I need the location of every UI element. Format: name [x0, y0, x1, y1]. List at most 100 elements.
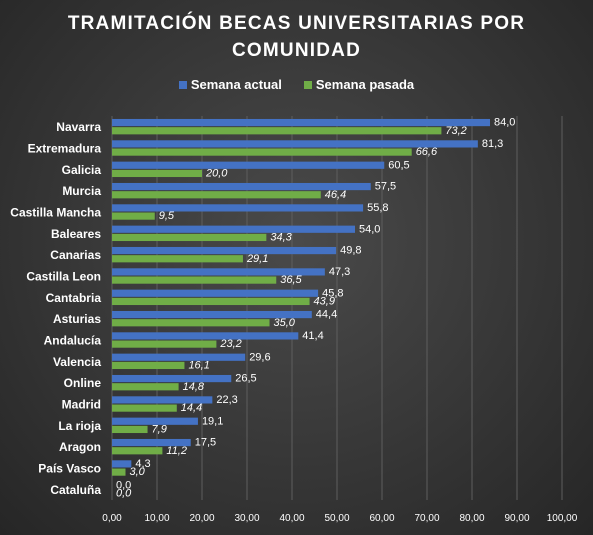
data-label-previous: 11,2	[166, 445, 187, 457]
bar-current	[112, 289, 319, 297]
bar-previous	[112, 319, 270, 327]
data-label-current: 4,3	[135, 458, 150, 470]
category-label: Castilla Mancha	[10, 206, 101, 220]
x-tick-label: 100,00	[547, 513, 578, 524]
bar-previous	[112, 297, 310, 306]
bar-current	[112, 140, 478, 148]
legend-item-current: Semana actual	[178, 77, 282, 92]
bar-previous	[112, 276, 277, 284]
x-tick-label: 90,00	[504, 513, 529, 524]
data-label-current: 84,0	[494, 117, 515, 129]
category-label: Valencia	[53, 355, 101, 369]
data-label-previous: 3,0	[130, 466, 146, 478]
category-label: Cantabria	[46, 291, 102, 305]
data-label-previous: 7,9	[152, 424, 167, 436]
data-label-current: 29,6	[249, 351, 270, 363]
bar-previous	[112, 255, 243, 263]
legend-swatch-current	[178, 80, 187, 89]
x-tick-label: 70,00	[414, 513, 439, 524]
category-label: Murcia	[62, 184, 101, 198]
bar-current	[112, 118, 490, 127]
category-label: País Vasco	[38, 462, 101, 476]
x-tick-label: 40,00	[279, 513, 304, 524]
chart-title: TRAMITACIÓN BECAS UNIVERSITARIAS POR COM…	[67, 13, 526, 61]
bar-previous	[112, 169, 202, 178]
category-label: Andalucía	[44, 334, 102, 348]
data-label-previous: 16,1	[188, 360, 209, 372]
legend: Semana actual Semana pasada	[0, 77, 593, 92]
bar-current	[112, 268, 325, 276]
bar-current	[112, 182, 371, 191]
data-label-current: 49,8	[340, 245, 361, 257]
data-label-current: 44,4	[316, 309, 337, 321]
bar-current	[112, 310, 312, 319]
data-label-current: 22,3	[216, 394, 237, 406]
x-tick-label: 30,00	[234, 513, 259, 524]
bar-current	[112, 225, 355, 233]
data-label-previous: 29,1	[246, 253, 268, 265]
data-label-previous: 35,0	[274, 317, 296, 329]
category-label: Canarias	[50, 248, 101, 262]
bar-current	[112, 417, 198, 425]
x-tick-label: 80,00	[459, 513, 484, 524]
data-label-current: 54,0	[359, 223, 380, 235]
category-label: Baleares	[51, 227, 101, 241]
data-label-previous: 9,5	[159, 210, 175, 222]
bar-current	[112, 374, 232, 383]
data-label-previous: 34,3	[270, 232, 292, 244]
category-label: Online	[64, 376, 102, 390]
category-label: Asturias	[53, 312, 101, 326]
bar-current	[112, 246, 337, 255]
data-label-previous: 43,9	[314, 296, 335, 308]
x-tick-label: 20,00	[189, 513, 214, 524]
data-label-previous: 14,8	[183, 381, 205, 393]
bar-previous	[112, 233, 267, 242]
x-tick-label: 50,00	[324, 513, 349, 524]
data-label-current: 19,1	[202, 415, 223, 427]
category-label: Galicia	[62, 163, 102, 177]
data-label-previous: 36,5	[280, 274, 302, 286]
data-label-previous: 14,4	[181, 402, 202, 414]
legend-label-current: Semana actual	[190, 77, 282, 92]
category-label: Aragon	[59, 440, 101, 454]
bar-previous	[112, 191, 321, 199]
bar-current	[112, 353, 246, 361]
bar-current	[112, 438, 191, 447]
data-label-current: 26,5	[235, 373, 256, 385]
data-label-current: 45,8	[322, 287, 343, 299]
bar-previous	[112, 148, 412, 156]
bar-previous	[112, 425, 148, 434]
bar-current	[112, 204, 364, 212]
category-label: Castilla Leon	[26, 270, 101, 284]
data-label-current: 60,5	[388, 159, 409, 171]
data-label-current: 81,3	[482, 138, 503, 150]
bar-current	[112, 332, 299, 340]
bar-current	[112, 396, 213, 404]
x-tick-label: 10,00	[144, 513, 169, 524]
bar-previous	[112, 447, 163, 455]
bar-previous	[112, 361, 185, 370]
legend-swatch-previous	[303, 80, 312, 89]
category-label: Cataluña	[50, 483, 101, 497]
data-label-current: 41,4	[302, 330, 323, 342]
data-label-current: 57,5	[375, 181, 396, 193]
data-label-current: 55,8	[367, 202, 388, 214]
data-label-previous: 73,2	[445, 125, 466, 137]
legend-item-previous: Semana pasada	[303, 77, 415, 92]
data-label-previous: 23,2	[219, 338, 241, 350]
bar-previous	[112, 127, 442, 135]
x-tick-label: 0,00	[102, 513, 122, 524]
bar-previous	[112, 404, 177, 412]
data-label-current: 0,0	[116, 479, 131, 491]
data-label-previous: 20,0	[205, 168, 228, 180]
data-label-current: 17,5	[195, 437, 216, 449]
legend-label-previous: Semana pasada	[315, 77, 415, 92]
bar-current	[112, 161, 385, 169]
data-label-previous: 0,0	[116, 488, 132, 500]
data-label-previous: 46,4	[325, 189, 346, 201]
bar-current	[112, 460, 132, 468]
data-label-current: 47,3	[329, 266, 350, 278]
data-label-previous: 66,6	[416, 146, 438, 158]
bar-previous	[112, 468, 126, 476]
